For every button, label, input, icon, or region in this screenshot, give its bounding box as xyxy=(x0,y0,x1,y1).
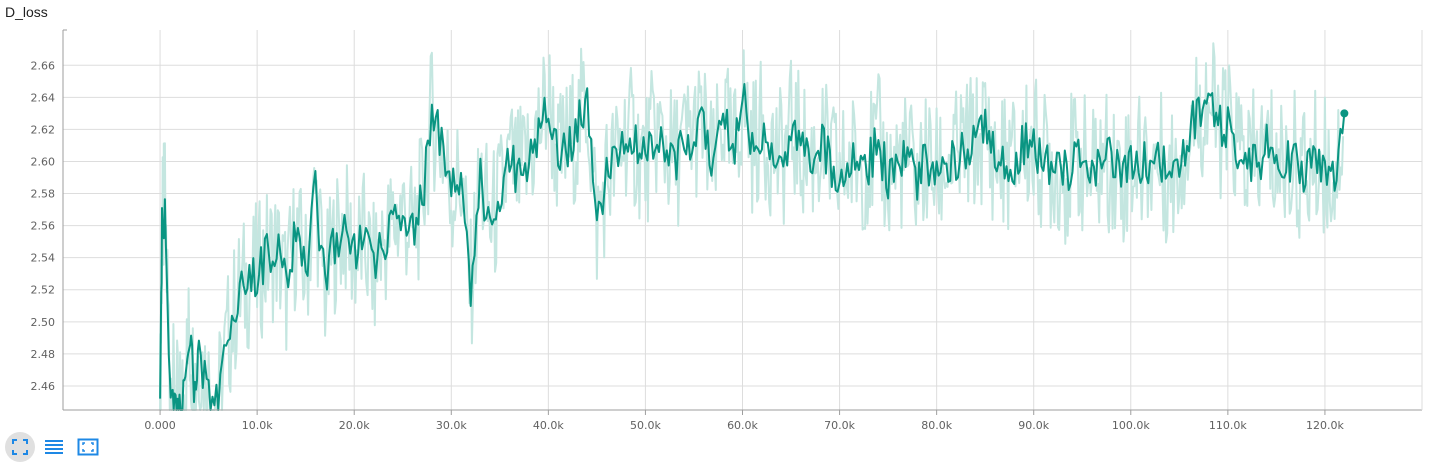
x-tick-label: 10.0k xyxy=(242,419,273,430)
y-tick-label: 2.54 xyxy=(31,252,56,265)
y-tick-label: 2.62 xyxy=(31,123,56,136)
y-tick-label: 2.46 xyxy=(31,380,56,393)
smoothed-series-line xyxy=(159,83,1346,411)
list-icon xyxy=(45,440,63,454)
x-tick-label: 60.0k xyxy=(727,419,758,430)
chart-plot: 2.46 2.48 2.50 2.52 2.54 2.56 2.58 2.60 2.62 2.64… xyxy=(31,29,1423,430)
x-tick-label: 20.0k xyxy=(339,419,370,430)
chart-title: D_loss xyxy=(5,4,48,20)
fullscreen-icon xyxy=(12,439,28,455)
x-tick-label: 110.0k xyxy=(1209,419,1247,430)
y-tick-label: 2.64 xyxy=(31,91,56,104)
y-tick-label: 2.48 xyxy=(31,348,56,361)
last-point-marker xyxy=(1340,109,1349,118)
axes: 2.46 2.48 2.50 2.52 2.54 2.56 2.58 2.60 2.62 2.64… xyxy=(31,29,1423,430)
raw-series xyxy=(159,42,1345,411)
fit-domain-icon xyxy=(77,438,99,456)
y-tick-label: 2.60 xyxy=(31,155,56,168)
x-tick-label: 80.0k xyxy=(921,419,952,430)
expand-chart-button[interactable] xyxy=(5,432,35,462)
x-tick-label: 70.0k xyxy=(824,419,855,430)
x-tick-label: 100.0k xyxy=(1112,419,1150,430)
x-tick-label: 40.0k xyxy=(533,419,564,430)
raw-series-line xyxy=(159,42,1345,411)
chart-toolbar xyxy=(5,432,103,462)
y-tick-label: 2.58 xyxy=(31,188,56,201)
x-tick-label: 50.0k xyxy=(630,419,661,430)
y-tick-label: 2.56 xyxy=(31,220,56,233)
y-tick-label: 2.52 xyxy=(31,284,56,297)
x-tick-label: 0.000 xyxy=(144,419,176,430)
y-tick-label: 2.66 xyxy=(31,59,56,72)
x-tick-label: 90.0k xyxy=(1018,419,1049,430)
smoothed-series xyxy=(159,83,1349,411)
show-data-button[interactable] xyxy=(39,432,69,462)
y-tick-label: 2.50 xyxy=(31,316,56,329)
fit-domain-button[interactable] xyxy=(73,432,103,462)
x-tick-label: 120.0k xyxy=(1306,419,1344,430)
x-tick-label: 30.0k xyxy=(436,419,467,430)
